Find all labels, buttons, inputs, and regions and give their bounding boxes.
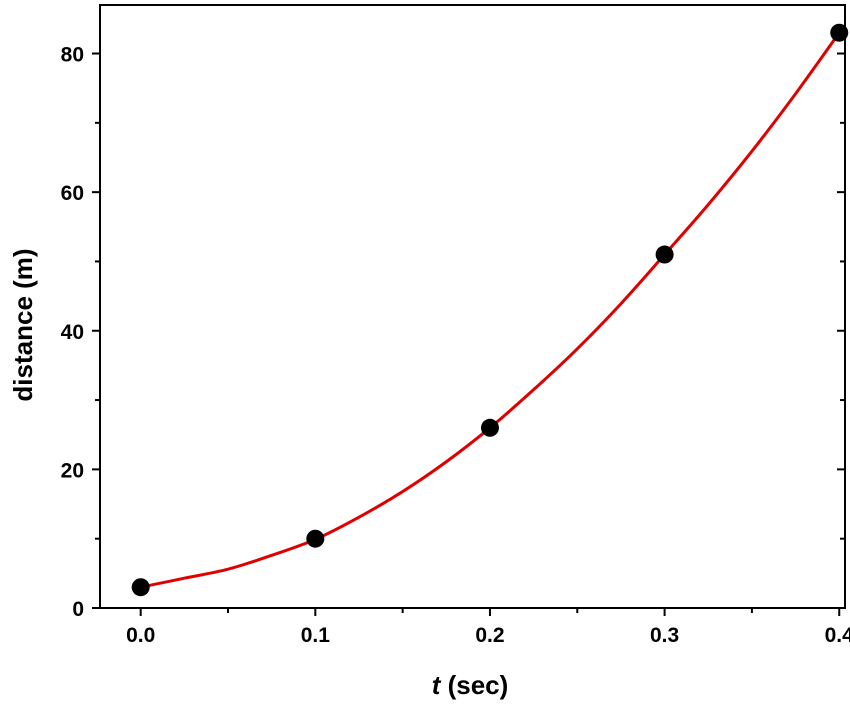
y-tick-label: 40 [61,321,84,344]
axis-ticks [92,52,845,616]
fit-curve [140,31,841,589]
x-axis-unit: (sec) [440,670,508,700]
data-points [131,23,849,597]
x-axis-variable: t [432,670,442,700]
y-tick-label: 0 [72,598,84,621]
data-point [480,418,499,437]
data-point [131,578,150,597]
y-tick-labels: 0 20 40 60 80 [61,44,84,621]
x-tick-label: 0.4 [825,624,850,647]
y-tick-label: 20 [61,459,84,482]
y-axis-title: distance (m) [8,248,38,401]
y-tick-label: 80 [61,44,84,67]
plot-frame [99,4,846,609]
data-point [830,23,849,42]
x-tick-label: 0.2 [475,624,504,647]
data-point [306,529,325,548]
x-tick-label: 0.0 [126,624,155,647]
x-tick-label: 0.1 [301,624,331,647]
x-tick-labels: 0.0 0.1 0.2 0.3 0.4 [126,624,850,647]
x-tick-label: 0.3 [650,624,679,647]
x-axis-title: t (sec) [432,670,509,700]
data-point [655,245,674,264]
y-tick-label: 60 [61,182,84,205]
